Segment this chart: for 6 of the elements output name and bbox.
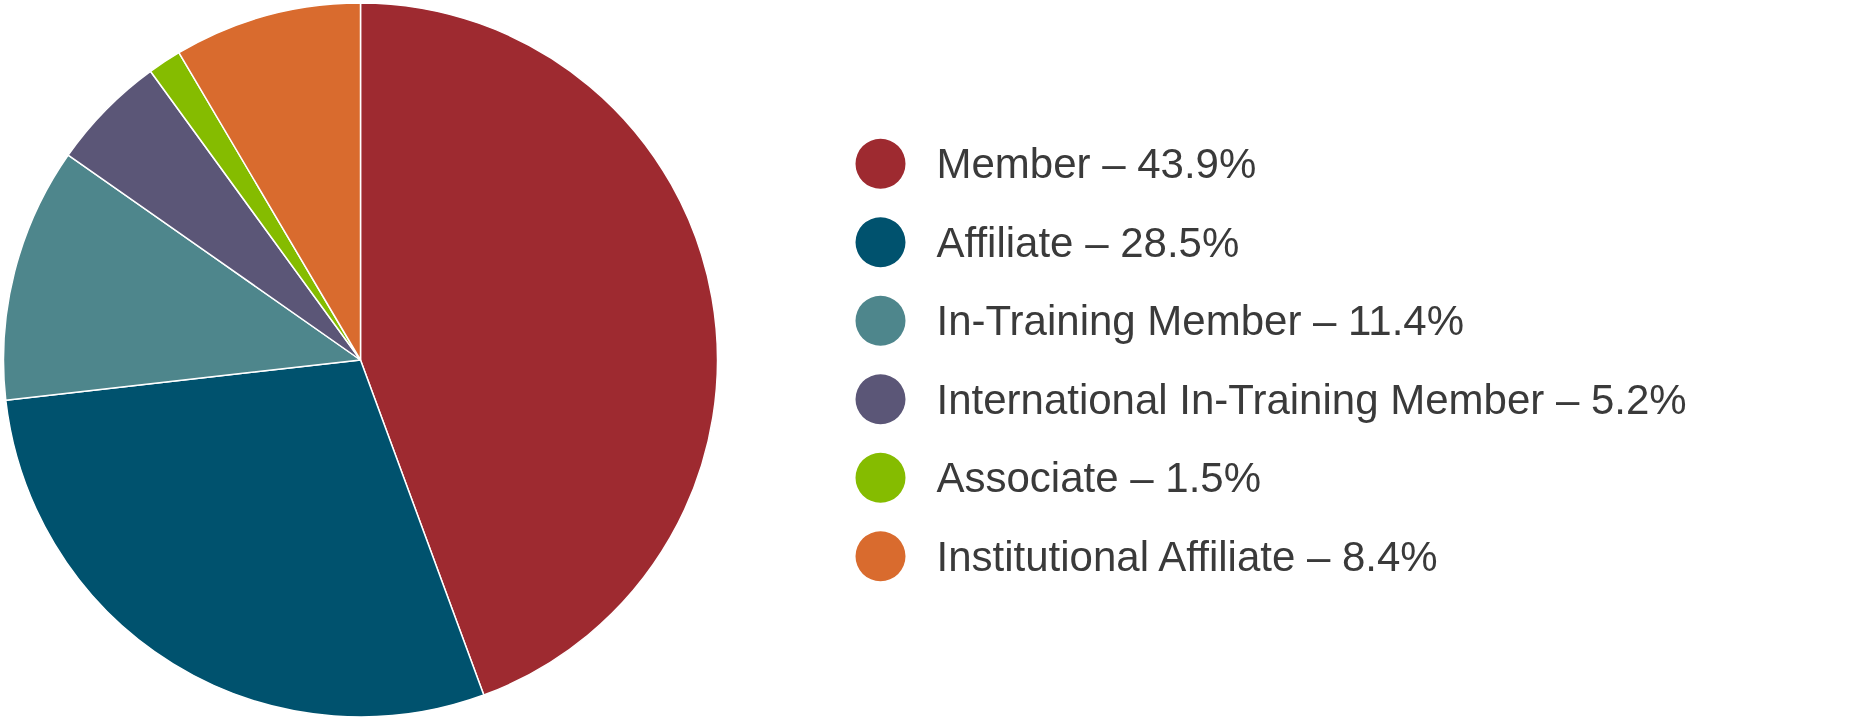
legend-label: Associate – 1.5% bbox=[936, 454, 1262, 502]
legend-label: Institutional Affiliate – 8.4% bbox=[936, 532, 1438, 580]
legend-label: Affiliate – 28.5% bbox=[936, 218, 1240, 266]
legend-label: International In-Training Member – 5.2% bbox=[936, 375, 1687, 423]
legend-label: In-Training Member – 11.4% bbox=[936, 297, 1465, 345]
legend-label: Member – 43.9% bbox=[936, 140, 1257, 188]
